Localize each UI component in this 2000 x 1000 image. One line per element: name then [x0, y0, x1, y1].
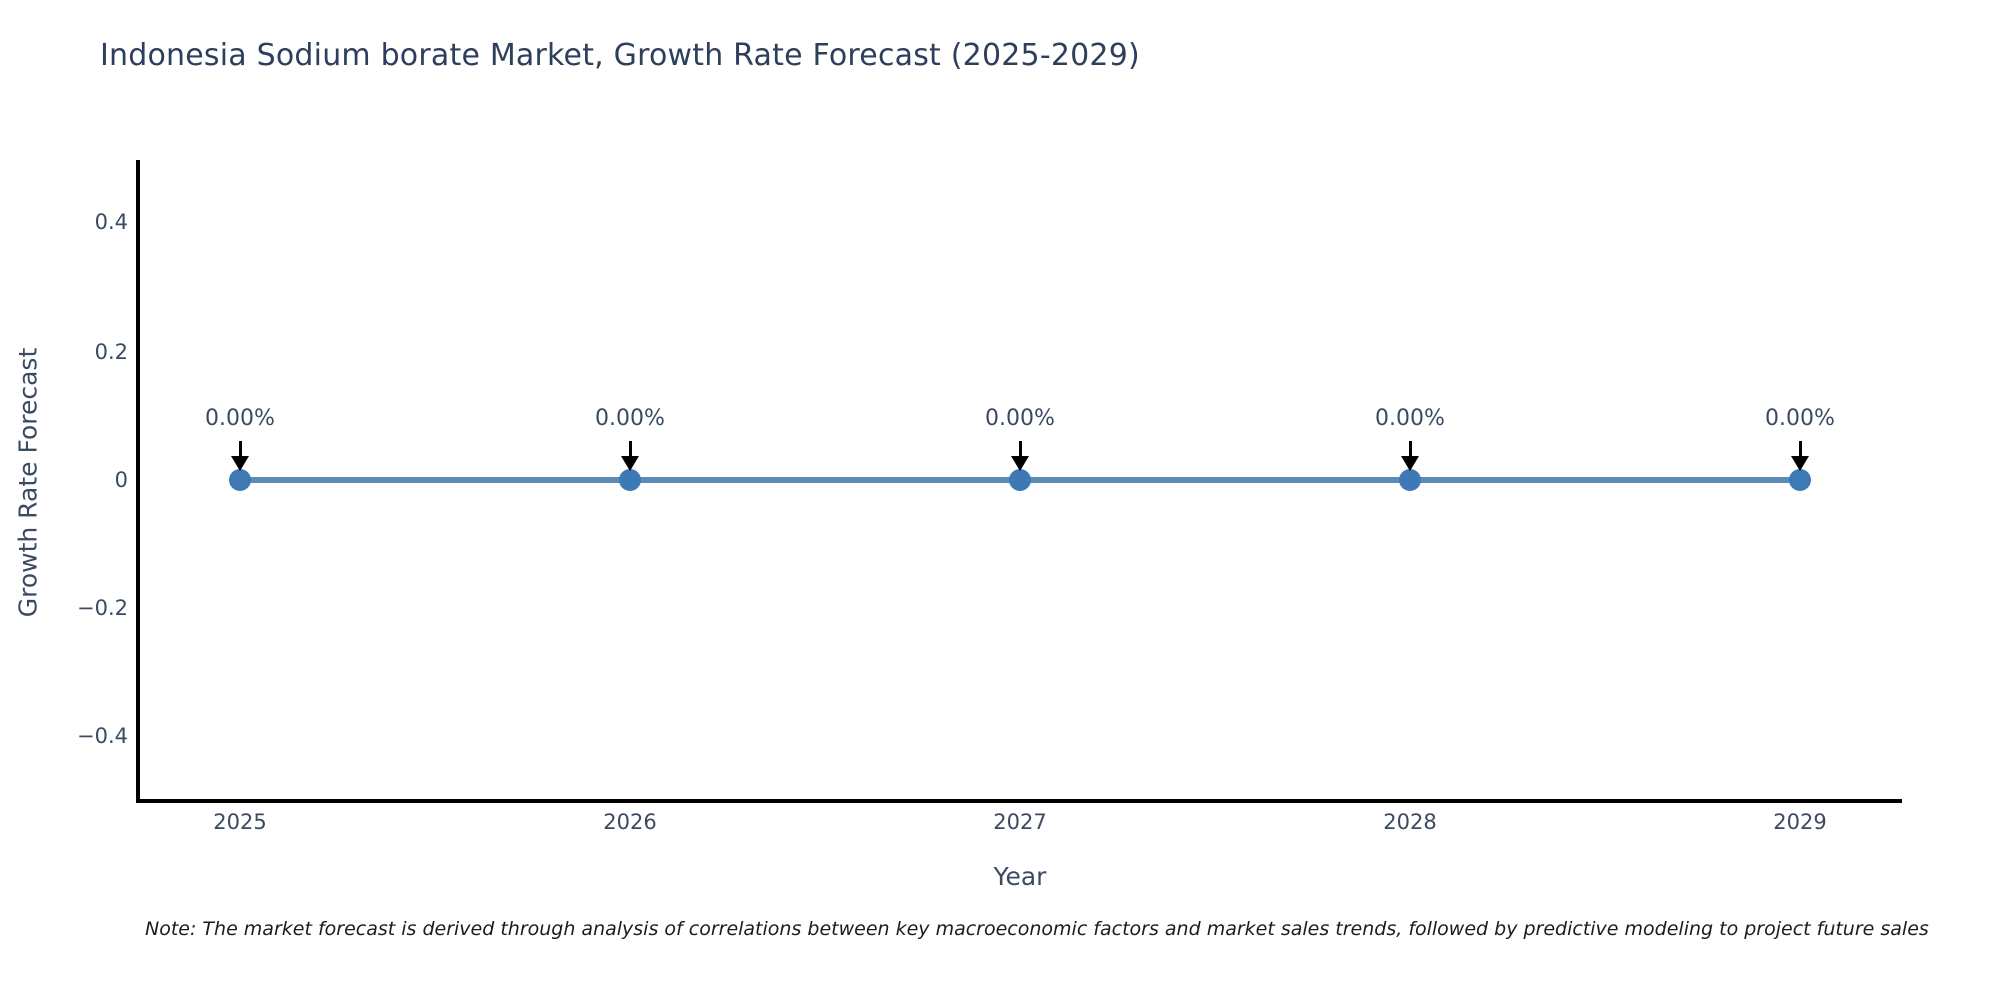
x-tick-label: 2029 [1773, 810, 1827, 834]
point-label-2027: 0.00% [985, 406, 1055, 431]
annotation-arrow [628, 441, 632, 459]
y-tick-label: 0.2 [94, 340, 128, 364]
y-tick-label: 0.4 [94, 210, 128, 234]
data-point-2026 [619, 469, 641, 491]
data-point-2027 [1009, 469, 1031, 491]
x-tick-label: 2028 [1383, 810, 1437, 834]
annotation-arrowhead-icon [621, 456, 639, 471]
data-point-2025 [229, 469, 251, 491]
annotation-arrow [1798, 441, 1802, 459]
y-tick-label: −0.4 [77, 724, 128, 748]
y-tick-label: −0.2 [77, 596, 128, 620]
annotation-arrowhead-icon [1791, 456, 1809, 471]
x-axis-title: Year [993, 862, 1047, 891]
x-tick-label: 2027 [993, 810, 1047, 834]
point-label-2028: 0.00% [1375, 406, 1445, 431]
point-label-2025: 0.00% [205, 406, 275, 431]
x-tick-label: 2026 [603, 810, 657, 834]
annotation-arrowhead-icon [1011, 456, 1029, 471]
chart-title: Indonesia Sodium borate Market, Growth R… [100, 38, 1140, 73]
data-point-2029 [1789, 469, 1811, 491]
x-tick-label: 2025 [213, 810, 267, 834]
annotation-arrow [1408, 441, 1412, 459]
point-label-2026: 0.00% [595, 406, 665, 431]
annotation-arrowhead-icon [1401, 456, 1419, 471]
point-label-2029: 0.00% [1765, 406, 1835, 431]
y-axis-line [136, 160, 140, 803]
footnote: Note: The market forecast is derived thr… [145, 918, 1929, 940]
annotation-arrow [238, 441, 242, 459]
annotation-arrowhead-icon [231, 456, 249, 471]
y-axis-title: Growth Rate Forecast [13, 347, 43, 618]
y-tick-label: 0 [114, 468, 128, 492]
data-point-2028 [1399, 469, 1421, 491]
annotation-arrow [1018, 441, 1022, 459]
x-axis-line [136, 799, 1902, 803]
